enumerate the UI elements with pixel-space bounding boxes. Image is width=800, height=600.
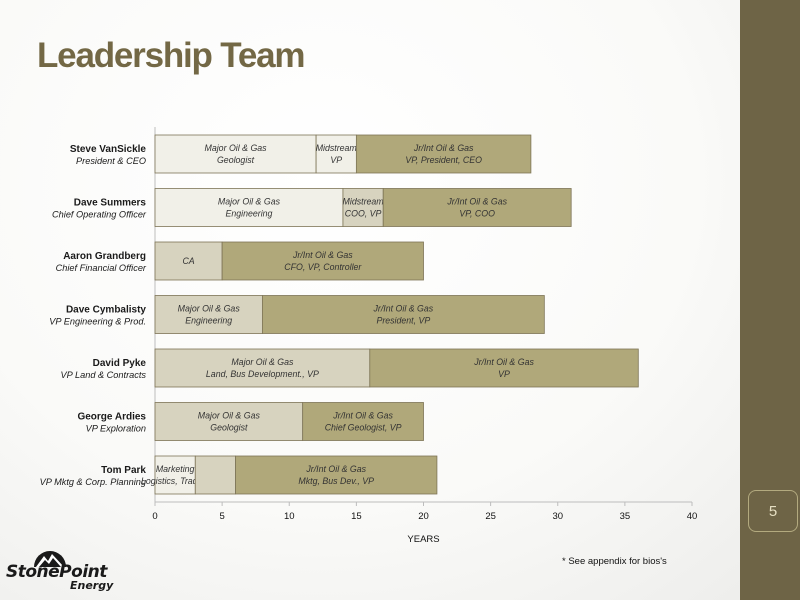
- bar-segment: [235, 455, 438, 495]
- person-role: Chief Financial Officer: [56, 263, 147, 273]
- x-tick-label: 30: [552, 511, 563, 522]
- bar-segment-label: Midstream COO, VP: [343, 197, 384, 219]
- x-tick-label: 0: [152, 511, 157, 522]
- x-tick-label: 25: [485, 511, 496, 522]
- person-name: Tom Park: [101, 465, 146, 476]
- bar-segment: [154, 455, 196, 495]
- person-name: Steve VanSickle: [70, 144, 147, 155]
- bar-segment-label: Jr/Int Oil & Gas Chief Geologist, VP: [325, 411, 402, 433]
- person-role: VP Mktg & Corp. Planning: [40, 477, 147, 487]
- bar-segment-label: Jr/Int Oil & Gas President, VP: [373, 304, 434, 326]
- x-tick-label: 15: [351, 511, 362, 522]
- x-tick-label: 5: [219, 511, 224, 522]
- slide-title: Leadership Team: [37, 36, 305, 75]
- mountain-logo-icon: [34, 551, 66, 567]
- bar-segment-label: Jr/Int Oil & Gas VP, President, CEO: [405, 143, 482, 165]
- bar-segment: [154, 402, 304, 441]
- bar-segment: [302, 402, 424, 441]
- bar-segment: [261, 295, 545, 334]
- bar-segment-label: Midstream VP: [316, 143, 357, 165]
- bar-segment: [194, 455, 236, 495]
- person-name: Aaron Grandberg: [63, 251, 146, 262]
- person-role: VP Engineering & Prod.: [49, 317, 146, 327]
- person-role: Chief Operating Officer: [52, 210, 147, 220]
- bar-segment: [154, 295, 263, 334]
- person-role: VP Land & Contracts: [61, 370, 147, 380]
- x-tick-label: 35: [620, 511, 631, 522]
- bar-segment: [342, 188, 384, 227]
- leadership-chart: 0 5 10 15 20 25 30 35 40 YEARS Steve VanSicklePres…: [40, 127, 698, 545]
- bar-segment-label: Jr/Int Oil & Gas CFO, VP, Controller: [284, 250, 362, 272]
- person-role: President & CEO: [76, 156, 146, 166]
- bar-segment-label: Major Oil & Gas Geologist: [205, 143, 268, 165]
- bar-segment: [355, 134, 532, 174]
- bar-segment-label: Jr/Int Oil & Gas VP: [473, 357, 534, 379]
- bar-segment-label: Major Oil & Gas Engineering: [178, 304, 241, 326]
- bar-segment-label: Major Oil & Gas Engineering: [218, 197, 281, 219]
- x-tick-label: 20: [418, 511, 429, 522]
- bar-segment: [154, 134, 317, 174]
- bar-segment: [154, 348, 371, 388]
- bar-segment-label: Major Oil & Gas Land, Bus Development., V…: [206, 357, 319, 379]
- x-tick-label: 40: [687, 511, 698, 522]
- bar-segment-label: CA: [182, 256, 194, 266]
- footnote: * See appendix for bios's: [562, 556, 667, 567]
- page-number: 5: [768, 502, 778, 520]
- bar-segment-label: Marketing Logistics, Trading: [141, 464, 209, 486]
- logo-wordmark: StonePoint: [6, 562, 107, 582]
- bar-segment: [315, 134, 357, 174]
- x-tick-label: 10: [284, 511, 295, 522]
- bar-segment: [221, 241, 424, 281]
- person-name: David Pyke: [93, 358, 147, 369]
- bar-segment: [154, 188, 344, 227]
- person-name: Dave Cymbalisty: [66, 305, 146, 316]
- bar-segment-label: Jr/Int Oil & Gas Mktg, Bus Dev., VP: [298, 464, 374, 486]
- logo-subtext: Energy: [70, 579, 114, 592]
- person-role: VP Exploration: [86, 424, 146, 434]
- x-axis-title: YEARS: [407, 534, 439, 545]
- bar-segment: [382, 188, 572, 227]
- bar-segment: [369, 348, 639, 388]
- page-number-badge: 5: [748, 490, 798, 532]
- sidebar-band: [740, 0, 800, 600]
- person-name: George Ardies: [77, 412, 146, 423]
- bar-segment-label: Major Oil & Gas Geologist: [198, 411, 261, 433]
- person-name: Dave Summers: [74, 198, 147, 209]
- bar-segment-label: Jr/Int Oil & Gas VP, COO: [446, 197, 507, 219]
- company-logo: StonePoint Energy: [6, 546, 124, 598]
